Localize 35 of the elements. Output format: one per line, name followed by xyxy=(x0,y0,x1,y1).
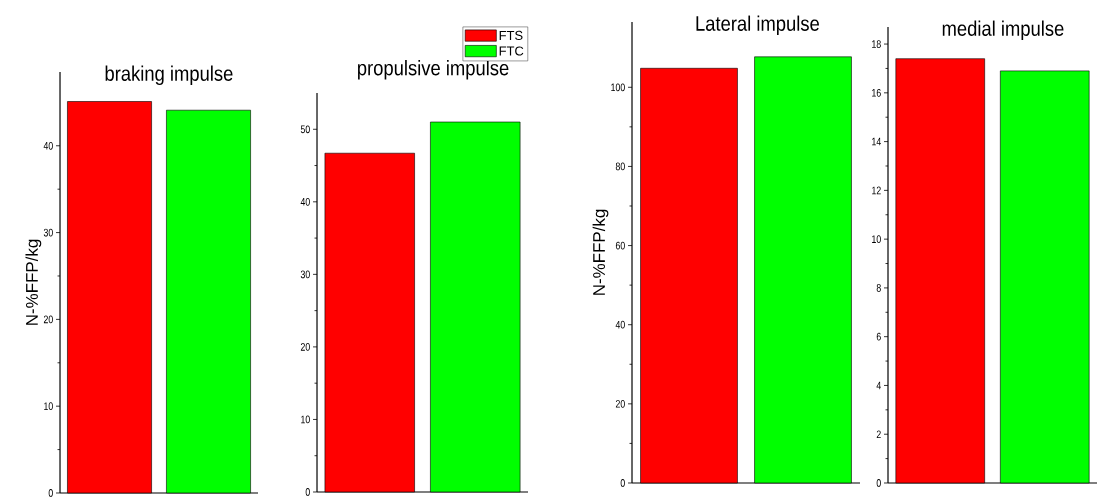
y-tick-label: 30 xyxy=(300,270,310,279)
y-tick-label: 100 xyxy=(611,83,625,92)
y-tick-label: 20 xyxy=(43,315,53,324)
y-tick-label: 10 xyxy=(872,235,881,243)
y-tick-label: 6 xyxy=(876,332,881,341)
y-tick-label: 80 xyxy=(615,162,625,171)
y-tick-label: 4 xyxy=(876,381,881,390)
y-tick-label: 40 xyxy=(43,141,53,150)
y-tick-label: 0 xyxy=(620,479,625,487)
y-tick-label: 16 xyxy=(872,88,881,97)
y-tick-label: 50 xyxy=(300,125,310,134)
legend-label: FTC xyxy=(499,46,524,56)
y-tick-label: 60 xyxy=(615,241,625,250)
y-tick-label: 12 xyxy=(872,186,881,195)
chart-title: propulsive impulse xyxy=(358,59,509,80)
y-tick-label: 30 xyxy=(43,228,53,237)
y-tick-label: 0 xyxy=(305,488,310,496)
y-tick-label: 10 xyxy=(44,402,53,410)
y-tick-label: 18 xyxy=(872,40,881,48)
chart-title: braking impulse xyxy=(105,65,233,85)
y-tick-label: 40 xyxy=(615,320,625,329)
y-tick-label: 40 xyxy=(300,197,310,206)
y-tick-label: 2 xyxy=(876,430,881,438)
y-axis-title: N-%FFP/kg xyxy=(592,209,609,295)
legend-label: FTS xyxy=(499,30,523,40)
y-tick-label: 0 xyxy=(48,489,53,497)
y-tick-label: 10 xyxy=(301,415,310,424)
y-tick-label: 0 xyxy=(876,479,881,487)
y-tick-label: 20 xyxy=(615,399,625,408)
chart-title: Lateral impulse xyxy=(696,15,819,35)
y-axis-title: N-%FFP/kg xyxy=(25,239,42,325)
chart-title: medial impulse xyxy=(942,20,1064,40)
y-tick-label: 14 xyxy=(872,137,881,146)
y-tick-label: 20 xyxy=(300,342,310,351)
y-tick-label: 8 xyxy=(876,283,881,292)
